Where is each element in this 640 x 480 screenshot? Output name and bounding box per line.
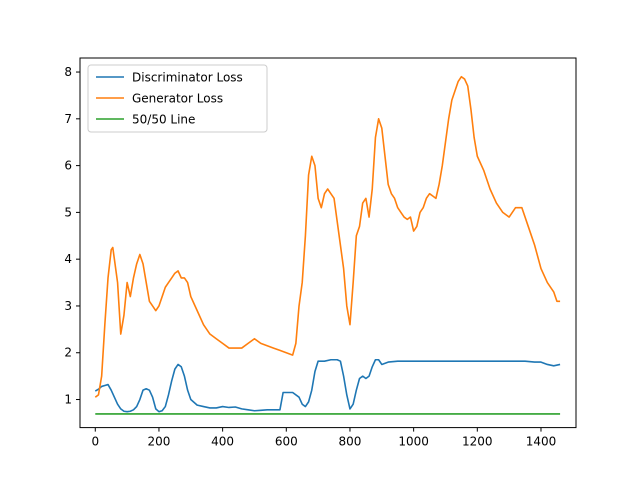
x-tick-label: 800 — [339, 435, 362, 449]
y-tick-label: 8 — [64, 65, 72, 79]
x-tick-label: 0 — [91, 435, 99, 449]
legend-label-0: Discriminator Loss — [132, 71, 243, 85]
series-line-1 — [94, 75, 561, 398]
y-tick-label: 6 — [64, 159, 72, 173]
x-tick-label: 1400 — [526, 435, 557, 449]
legend-label-1: Generator Loss — [132, 92, 223, 106]
x-tick-label: 200 — [147, 435, 170, 449]
legend-box — [87, 64, 268, 133]
x-tick-label: 600 — [275, 435, 298, 449]
series-layer — [94, 75, 561, 415]
y-tick-label: 7 — [64, 112, 72, 126]
x-tick-label: 400 — [211, 435, 234, 449]
y-tick-label: 5 — [64, 205, 72, 219]
x-axis: 0 200 400 600 800 1000 1200 1400 — [91, 427, 557, 449]
y-axis: 1 2 3 4 5 6 7 8 — [64, 65, 80, 407]
y-tick-label: 1 — [64, 393, 72, 407]
legend: Discriminator Loss Generator Loss 50/50 Li… — [87, 64, 268, 133]
legend-label-2: 50/50 Line — [132, 113, 195, 127]
y-tick-label: 2 — [64, 346, 72, 360]
y-tick-label: 4 — [64, 252, 72, 266]
y-tick-label: 3 — [64, 299, 72, 313]
plot-frame — [79, 57, 577, 429]
series-line-0 — [94, 358, 561, 413]
x-tick-label: 1000 — [398, 435, 429, 449]
x-tick-label: 1200 — [462, 435, 493, 449]
